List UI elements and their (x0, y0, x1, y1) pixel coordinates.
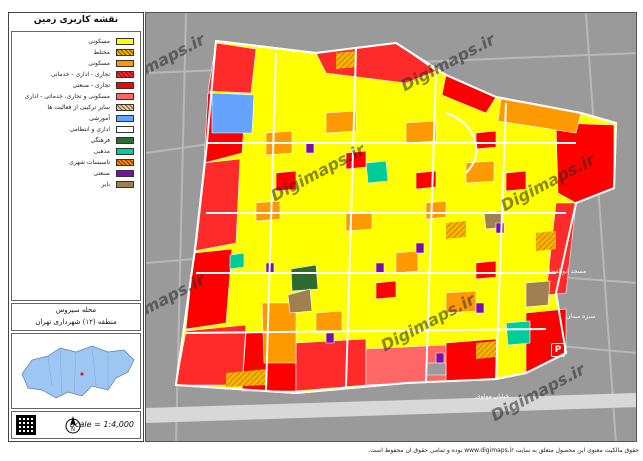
legend-swatch (116, 59, 134, 67)
legend-swatch (116, 125, 134, 133)
legend-item: مسکونی (16, 36, 134, 46)
legend-item: اداری و انتظامی (16, 124, 134, 134)
scale-text: Scale = 1:4,000 (70, 420, 134, 429)
legend-label: مسکونی (88, 37, 110, 45)
legend-label: مسکونی و تجاری، خدماتی - اداری (24, 92, 110, 100)
legend-title: نقشه کاربری زمین (33, 15, 119, 25)
legend-swatch (116, 158, 134, 166)
legend-label: اداری و انتظامی (69, 125, 110, 133)
legend-label: تاسیسات شهری (69, 158, 110, 166)
legend-label: بایر (101, 180, 110, 188)
legend-swatch (116, 136, 134, 144)
bottom-street-label: خیابان مولوی (476, 393, 510, 400)
mosque-label: مسجد ابوالفضل (546, 268, 587, 275)
legend-item: آموزشی (16, 113, 134, 123)
legend-item: مذهبی (16, 146, 134, 156)
legend-swatch (116, 180, 134, 188)
legend-panel: نقشه کاربری زمین مسکونی مختلط مسکونی تجاری … (8, 12, 144, 442)
legend-swatch (116, 92, 134, 100)
location-marker (80, 372, 84, 376)
right-street-label: سبزه میدان (566, 313, 596, 320)
legend-item: تجاری - صنعتی (16, 80, 134, 90)
neighborhood-info: محله سیروس منطقه (۱۲) شهرداری تهران (11, 303, 141, 331)
tehran-outline (21, 345, 135, 399)
legend-box: مسکونی مختلط مسکونی تجاری - اداری - خدماتی ت… (11, 31, 141, 301)
legend-item: مسکونی (16, 58, 134, 68)
legend-swatch (116, 37, 134, 45)
legend-item: فرهنگی (16, 135, 134, 145)
legend-label: آموزشی (89, 114, 110, 122)
hatched-parcels (226, 51, 556, 387)
land-use-map: مسجد ابوالفضل خیابان مولوی سبزه میدان P … (145, 12, 637, 442)
legend-item: بایر (16, 179, 134, 189)
legend-item: سایر ترکیبی از فعالیت ها (16, 102, 134, 112)
neighborhood-name: محله سیروس (55, 306, 97, 314)
legend-label: مسکونی (88, 59, 110, 67)
legend-swatch (116, 103, 134, 111)
main-street (146, 393, 636, 423)
legend-swatch (116, 169, 134, 177)
legend-swatch (116, 70, 134, 78)
copyright-footer: حقوق مالکیت معنوی این محصول متعلق به سای… (368, 447, 639, 454)
legend-swatch (116, 81, 134, 89)
legend-item: صنعتی (16, 168, 134, 178)
legend-label: صنعتی (93, 169, 110, 177)
legend-label: تجاری - صنعتی (72, 81, 110, 89)
district-name: منطقه (۱۲) شهرداری تهران (35, 318, 117, 326)
qr-code-icon (16, 415, 36, 435)
legend-label: تجاری - اداری - خدماتی (50, 70, 110, 78)
map-canvas (146, 13, 636, 441)
legend-swatch (116, 48, 134, 56)
map-footer-box: N Scale = 1:4,000 (11, 411, 141, 439)
parking-icon: P (551, 343, 565, 357)
inset-map (11, 333, 141, 409)
legend-label: سایر ترکیبی از فعالیت ها (47, 103, 110, 111)
interior-streets (185, 48, 576, 392)
legend-label: مذهبی (93, 147, 110, 155)
legend-item: تاسیسات شهری (16, 157, 134, 167)
north-arrow-icon: N (65, 416, 81, 434)
svg-text:N: N (71, 427, 75, 433)
legend-item: تجاری - اداری - خدماتی (16, 69, 134, 79)
legend-item: مسکونی و تجاری، خدماتی - اداری (16, 91, 134, 101)
legend-swatch (116, 147, 134, 155)
legend-label: مختلط (93, 48, 110, 56)
legend-item: مختلط (16, 47, 134, 57)
legend-label: فرهنگی (90, 136, 110, 144)
legend-swatch (116, 114, 134, 122)
